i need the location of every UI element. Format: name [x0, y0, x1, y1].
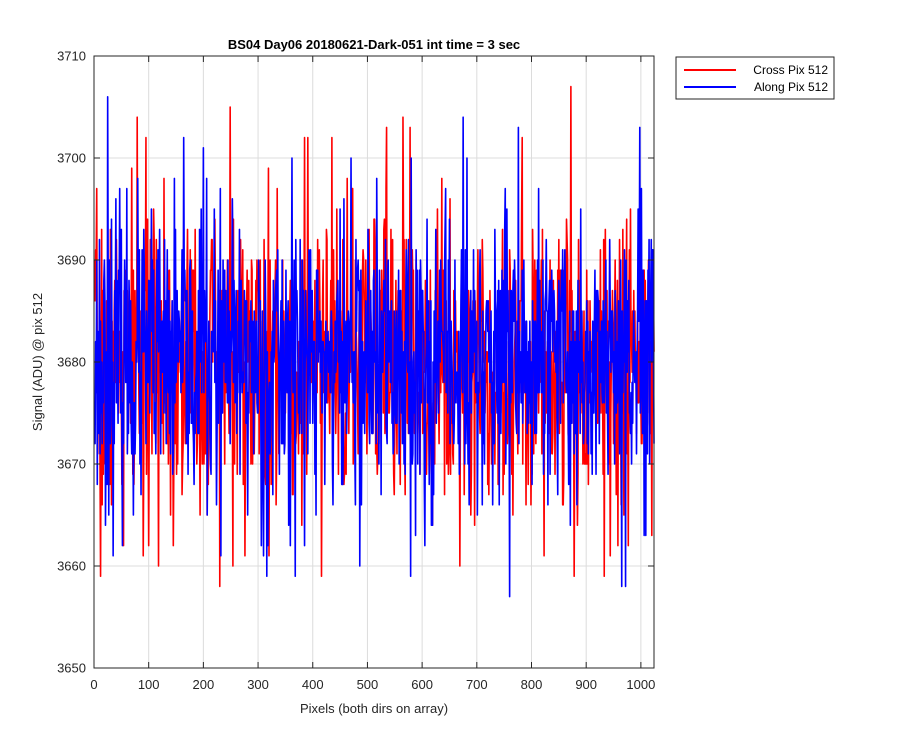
x-tick-label: 0	[90, 677, 97, 692]
x-tick-label: 700	[466, 677, 488, 692]
series-line-along	[94, 96, 655, 598]
legend-label-along: Along Pix 512	[754, 80, 828, 94]
axis-ticks: 0 100 200 300 400 500 600 700 800 900 1000 3650 3660…	[57, 49, 655, 693]
y-tick-label: 3710	[57, 49, 86, 64]
legend-label-cross: Cross Pix 512	[753, 63, 828, 77]
legend: Cross Pix 512 Along Pix 512	[675, 56, 835, 100]
x-tick-label: 1000	[626, 677, 655, 692]
y-tick-label: 3650	[57, 661, 86, 676]
x-tick-label: 400	[302, 677, 324, 692]
y-tick-label: 3690	[57, 253, 86, 268]
x-tick-label: 100	[138, 677, 160, 692]
chart-title: BS04 Day06 20180621-Dark-051 int time = …	[228, 37, 520, 52]
x-tick-label: 200	[193, 677, 215, 692]
y-axis-label: Signal (ADU) @ pix 512	[30, 293, 45, 431]
y-tick-label: 3670	[57, 457, 86, 472]
x-tick-label: 300	[247, 677, 269, 692]
x-tick-label: 900	[575, 677, 597, 692]
x-tick-label: 800	[521, 677, 543, 692]
y-tick-label: 3700	[57, 151, 86, 166]
x-axis-label: Pixels (both dirs on array)	[300, 701, 448, 716]
y-tick-label: 3660	[57, 559, 86, 574]
x-tick-label: 600	[411, 677, 433, 692]
series-lines	[93, 85, 655, 598]
y-tick-label: 3680	[57, 355, 86, 370]
x-tick-label: 500	[357, 677, 379, 692]
legend-box	[675, 56, 835, 100]
